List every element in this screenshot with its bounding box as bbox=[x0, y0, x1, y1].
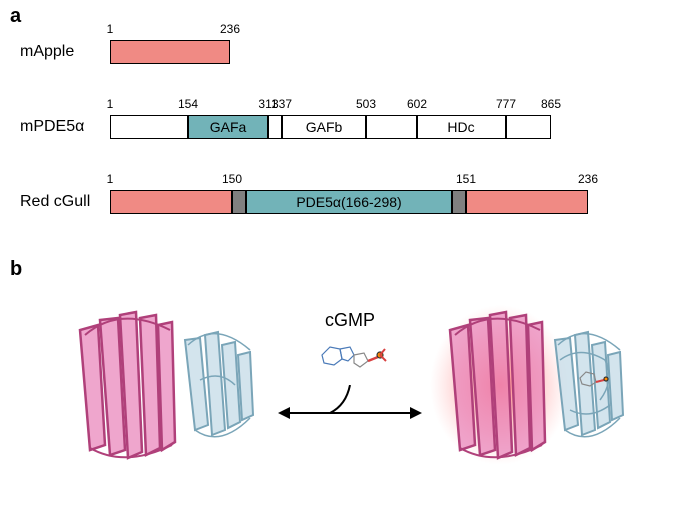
tick: 602 bbox=[407, 97, 427, 111]
segment bbox=[110, 40, 230, 64]
tick: 777 bbox=[496, 97, 516, 111]
cgmp-ligand-icon bbox=[310, 335, 390, 385]
domain-label-pde5a: PDE5α(166-298) bbox=[296, 194, 401, 210]
segment bbox=[268, 115, 282, 139]
domain-label-hdc: HDc bbox=[447, 119, 474, 135]
tick: 1 bbox=[107, 97, 114, 111]
construct-label-redcgull: Red cGull bbox=[20, 193, 110, 211]
segment bbox=[232, 190, 246, 214]
domain-label-gafb: GAFb bbox=[306, 119, 343, 135]
protein-unbound bbox=[60, 290, 270, 490]
bar-mapple: 1 236 bbox=[110, 40, 230, 64]
segment bbox=[110, 190, 232, 214]
protein-bound bbox=[430, 290, 650, 490]
bar-redcgull: 1 150 151 236 PDE5α(166-298) bbox=[110, 190, 588, 214]
construct-mpde5a: mPDE5α 1 154 311 337 503 602 777 865 GAF… bbox=[20, 115, 551, 139]
tick: 236 bbox=[220, 22, 240, 36]
segment bbox=[110, 115, 188, 139]
equilibrium-arrow-icon bbox=[270, 385, 430, 435]
tick: 151 bbox=[456, 172, 476, 186]
construct-label-mpde5a: mPDE5α bbox=[20, 118, 110, 136]
domain-label-gafa: GAFa bbox=[210, 119, 247, 135]
segment bbox=[506, 115, 551, 139]
construct-mapple: mApple 1 236 bbox=[20, 40, 230, 64]
cgmp-label: cGMP bbox=[310, 310, 390, 331]
segment bbox=[466, 190, 588, 214]
panel-b-label: b bbox=[10, 258, 22, 281]
tick: 236 bbox=[578, 172, 598, 186]
tick: 337 bbox=[272, 97, 292, 111]
tick: 150 bbox=[222, 172, 242, 186]
construct-redcgull: Red cGull 1 150 151 236 PDE5α(166-298) bbox=[20, 190, 588, 214]
construct-label-mapple: mApple bbox=[20, 43, 110, 61]
segment bbox=[452, 190, 466, 214]
bar-mpde5a: 1 154 311 337 503 602 777 865 GAFa GAFb … bbox=[110, 115, 551, 139]
tick: 865 bbox=[541, 97, 561, 111]
tick: 1 bbox=[107, 22, 114, 36]
tick: 503 bbox=[356, 97, 376, 111]
segment bbox=[366, 115, 417, 139]
tick: 1 bbox=[107, 172, 114, 186]
panel-a-label: a bbox=[10, 5, 21, 28]
tick: 154 bbox=[178, 97, 198, 111]
